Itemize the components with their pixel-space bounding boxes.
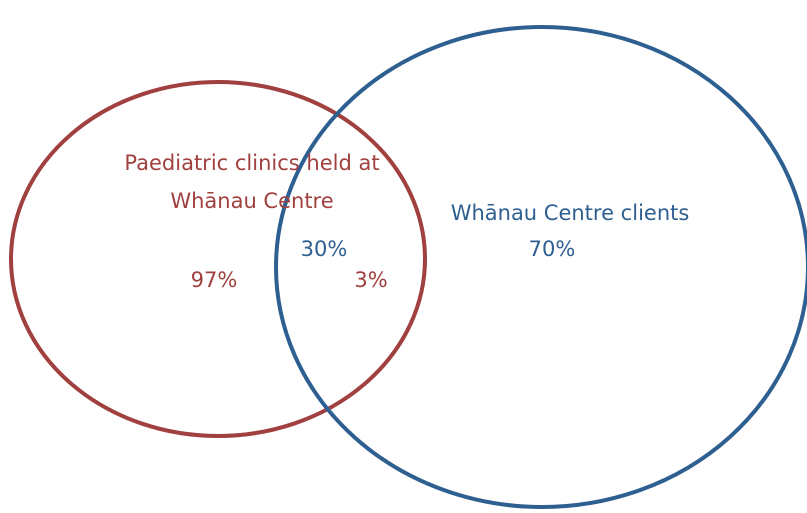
set-label: Whānau Centre <box>170 189 333 213</box>
set-label: Paediatric clinics held at <box>124 151 379 175</box>
set-circle <box>274 25 807 509</box>
set-label: Whānau Centre clients <box>451 201 690 225</box>
region-label: 97% <box>191 268 238 292</box>
region-label: 70% <box>529 237 576 261</box>
set-circle <box>9 80 427 438</box>
region-label: 30% <box>301 237 348 261</box>
region-label: 3% <box>354 268 387 292</box>
